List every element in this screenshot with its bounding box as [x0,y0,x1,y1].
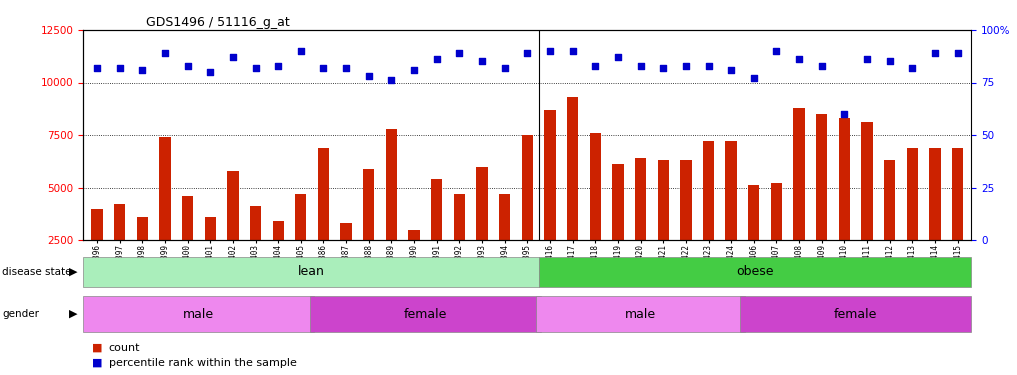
Bar [749,185,760,240]
Point [520,50,536,56]
Bar [658,160,669,240]
Bar [83,296,314,332]
Point [542,48,558,54]
Bar [250,206,261,240]
Point [610,54,626,60]
Point [202,69,219,75]
Point [791,56,807,62]
Bar [703,141,714,240]
Bar [952,148,963,240]
Point [677,63,694,69]
Bar [793,108,804,240]
Point [882,58,898,64]
Bar [317,148,330,240]
Point [745,75,762,81]
Point [859,56,876,62]
Bar [522,135,533,240]
Point [361,73,377,79]
Bar [612,164,623,240]
Text: female: female [834,308,878,321]
Point [406,67,422,73]
Bar [590,133,601,240]
Point [225,54,241,60]
Bar [476,166,488,240]
Text: obese: obese [736,266,774,278]
Text: GDS1496 / 51116_g_at: GDS1496 / 51116_g_at [145,16,289,29]
Bar [310,296,541,332]
Text: ▶: ▶ [69,267,77,277]
Point [587,63,603,69]
Bar [536,296,744,332]
Bar [884,160,895,240]
Text: ■: ■ [92,343,106,353]
Bar [635,158,646,240]
Bar [680,160,692,240]
Bar [92,209,103,240]
Bar [839,118,850,240]
Point [768,48,784,54]
Bar [363,169,374,240]
Point [383,77,400,83]
Point [452,50,468,56]
Point [428,56,444,62]
Bar [861,122,873,240]
Point [179,63,195,69]
Bar [341,223,352,240]
Bar [204,217,216,240]
Point [926,50,943,56]
Bar [431,179,442,240]
Bar [454,194,465,240]
Point [904,65,920,71]
Point [247,65,263,71]
Point [134,67,151,73]
Point [836,111,852,117]
Point [633,63,649,69]
Bar [114,204,125,240]
Text: gender: gender [2,309,39,319]
Text: lean: lean [298,266,324,278]
Point [157,50,173,56]
Text: female: female [404,308,447,321]
Bar [740,296,971,332]
Bar [499,194,511,240]
Bar [136,217,147,240]
Point [293,48,309,54]
Point [814,63,830,69]
Point [701,63,717,69]
Point [88,65,105,71]
Point [315,65,332,71]
Bar [930,148,941,240]
Point [271,63,287,69]
Text: count: count [109,343,140,353]
Bar [816,114,828,240]
Bar [539,257,971,287]
Bar [385,129,397,240]
Point [655,65,671,71]
Bar [566,97,579,240]
Point [112,65,128,71]
Point [496,65,513,71]
Text: male: male [183,308,215,321]
Bar [227,171,239,240]
Point [338,65,354,71]
Text: male: male [625,308,656,321]
Text: percentile rank within the sample: percentile rank within the sample [109,358,297,368]
Bar [295,194,306,240]
Bar [182,196,193,240]
Point [564,48,581,54]
Bar [907,148,918,240]
Bar [273,221,284,240]
Text: ■: ■ [92,358,106,368]
Bar [83,257,539,287]
Point [474,58,490,64]
Bar [725,141,737,240]
Bar [160,137,171,240]
Bar [771,183,782,240]
Point [723,67,739,73]
Bar [409,230,420,240]
Bar [544,110,555,240]
Text: ▶: ▶ [69,309,77,319]
Text: disease state: disease state [2,267,71,277]
Point [950,50,966,56]
